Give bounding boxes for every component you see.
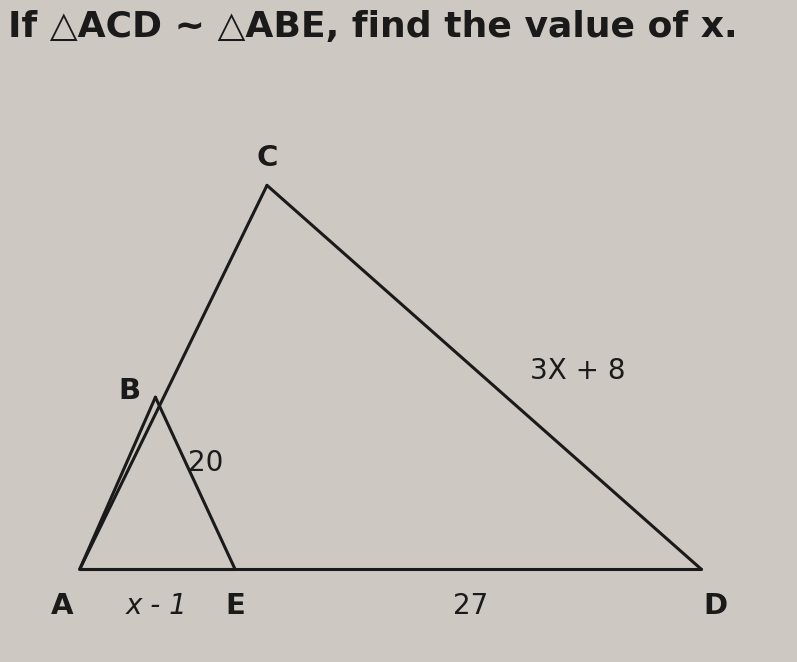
- Text: C: C: [257, 144, 277, 171]
- Text: E: E: [226, 592, 245, 620]
- Text: 20: 20: [188, 449, 223, 477]
- Text: If △ACD ~ △ABE, find the value of x.: If △ACD ~ △ABE, find the value of x.: [8, 10, 737, 44]
- Text: B: B: [119, 377, 141, 404]
- Text: A: A: [51, 592, 73, 620]
- Text: D: D: [704, 592, 728, 620]
- Text: 27: 27: [453, 592, 488, 620]
- Text: x - 1: x - 1: [126, 592, 188, 620]
- Text: 3X + 8: 3X + 8: [530, 357, 626, 385]
